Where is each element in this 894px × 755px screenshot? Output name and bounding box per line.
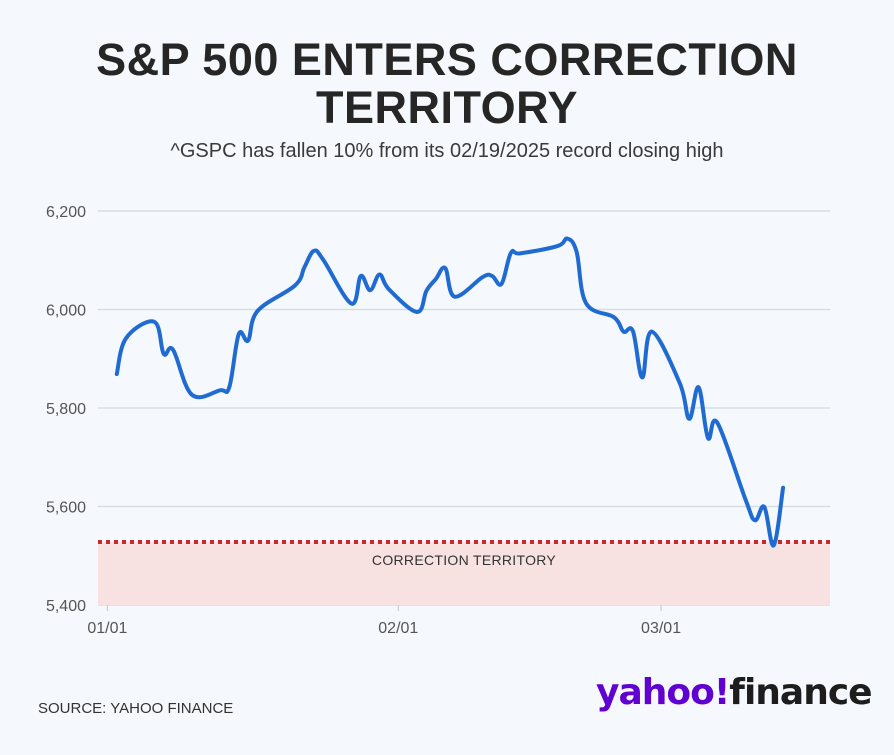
y-tick-label: 5,600 xyxy=(46,500,86,517)
y-tick-label: 5,400 xyxy=(46,598,86,615)
x-tick-label: 01/01 xyxy=(87,620,127,637)
source-note: SOURCE: YAHOO FINANCE xyxy=(38,700,234,717)
yahoo-finance-logo: yahoo!finance xyxy=(596,672,873,713)
x-tick-label: 02/01 xyxy=(378,620,418,637)
line-chart: CORRECTION TERRITORY 5,400 5,600 5,800 6,00… xyxy=(46,204,830,637)
y-tick-label: 6,200 xyxy=(46,204,86,221)
x-tick-label: 03/01 xyxy=(641,620,681,637)
chart-subtitle: ^GSPC has fallen 10% from its 02/19/2025… xyxy=(170,140,724,162)
chart-title: S&P 500 ENTERS CORRECTION TERRITORY xyxy=(96,34,798,133)
series-line xyxy=(114,236,786,548)
y-axis: 5,400 5,600 5,800 6,000 6,200 xyxy=(46,204,86,615)
x-axis: 01/01 02/01 03/01 xyxy=(87,605,681,637)
y-tick-label: 5,800 xyxy=(46,401,86,418)
logo-brand: yahoo! xyxy=(596,672,730,713)
correction-zone xyxy=(98,541,830,605)
correction-label: CORRECTION TERRITORY xyxy=(372,552,556,568)
y-tick-label: 6,000 xyxy=(46,303,86,320)
logo-product: finance xyxy=(729,672,872,713)
